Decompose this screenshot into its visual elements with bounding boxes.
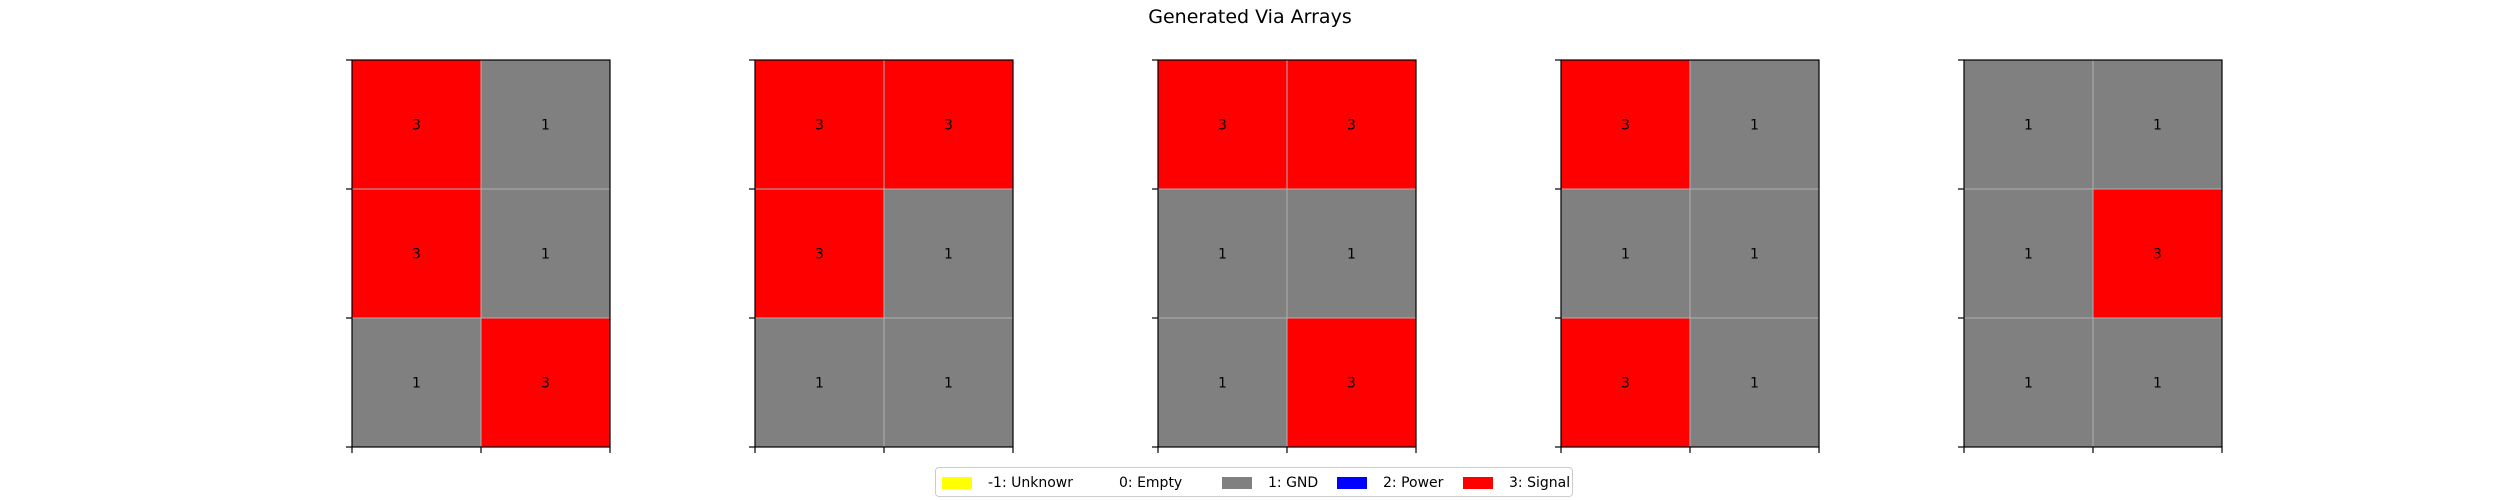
cell-4-1-1 [1690, 189, 1819, 318]
cell-label-1-0-1: 1 [541, 118, 550, 134]
cell-5-2-0 [1964, 318, 2093, 447]
cell-5-1-0 [1964, 189, 2093, 318]
cell-label-1-1-0: 3 [412, 247, 421, 263]
cell-label-4-1-1: 1 [1750, 247, 1759, 263]
cell-2-2-0 [755, 318, 884, 447]
legend-label: 1: GND [1268, 475, 1319, 491]
cell-4-0-1 [1690, 60, 1819, 189]
legend-label: 0: Empty [1119, 475, 1183, 491]
cell-3-1-1 [1287, 189, 1416, 318]
legend: -1: Unknown 0: Empty 1: GND 2: Power 3: Sign… [935, 467, 1573, 497]
cell-label-4-0-1: 1 [1750, 118, 1759, 134]
cell-4-2-0 [1561, 318, 1690, 447]
via-array-5: 1 1 1 3 1 1 [1958, 59, 2223, 453]
legend-label: 3: Signal [1509, 475, 1571, 491]
legend-item: 0: Empty [1073, 468, 1182, 498]
cell-label-4-2-0: 3 [1621, 376, 1630, 392]
cell-3-0-0 [1158, 60, 1287, 189]
cell-label-4-2-1: 1 [1750, 376, 1759, 392]
cell-1-0-0 [352, 60, 481, 189]
chart-title: Generated Via Arrays [1148, 6, 1352, 28]
cell-label-5-2-1: 1 [2153, 376, 2162, 392]
cell-1-2-0 [352, 318, 481, 447]
cell-label-4-0-0: 3 [1621, 118, 1630, 134]
cell-3-2-0 [1158, 318, 1287, 447]
cell-label-2-0-1: 3 [944, 118, 953, 134]
cell-label-2-1-1: 1 [944, 247, 953, 263]
cell-3-1-0 [1158, 189, 1287, 318]
legend-swatch [942, 477, 972, 489]
cell-5-2-1 [2093, 318, 2222, 447]
legend-swatch [1073, 477, 1103, 489]
cell-label-3-0-1: 3 [1347, 118, 1356, 134]
legend-label: -1: Unknown [988, 475, 1077, 491]
cell-3-2-1 [1287, 318, 1416, 447]
cell-label-1-0-0: 3 [412, 118, 421, 134]
cell-5-0-0 [1964, 60, 2093, 189]
legend-swatch [1463, 477, 1493, 489]
cell-label-2-2-0: 1 [815, 376, 824, 392]
cell-label-5-2-0: 1 [2024, 376, 2033, 392]
cell-2-0-1 [884, 60, 1013, 189]
cell-1-2-1 [481, 318, 610, 447]
legend-item: 2: Power [1337, 468, 1443, 498]
legend-item: 3: Signal [1463, 468, 1570, 498]
cell-label-2-0-0: 3 [815, 118, 824, 134]
cell-2-0-0 [755, 60, 884, 189]
cell-4-0-0 [1561, 60, 1690, 189]
cell-label-3-1-0: 1 [1218, 247, 1227, 263]
legend-swatch [1222, 477, 1252, 489]
via-array-1: 3 1 3 1 1 3 [346, 59, 611, 453]
cell-label-4-1-0: 1 [1621, 247, 1630, 263]
cell-2-2-1 [884, 318, 1013, 447]
cell-label-1-2-1: 3 [541, 376, 550, 392]
cell-label-3-0-0: 3 [1218, 118, 1227, 134]
via-array-4: 3 1 1 1 3 1 [1555, 59, 1820, 453]
cell-2-1-0 [755, 189, 884, 318]
cell-3-0-1 [1287, 60, 1416, 189]
cell-label-3-1-1: 1 [1347, 247, 1356, 263]
legend-item: 1: GND [1222, 468, 1318, 498]
cell-label-2-2-1: 1 [944, 376, 953, 392]
cell-label-5-0-0: 1 [2024, 118, 2033, 134]
cell-4-2-1 [1690, 318, 1819, 447]
cell-label-2-1-0: 3 [815, 247, 824, 263]
cell-label-5-1-1: 3 [2153, 247, 2162, 263]
cell-2-1-1 [884, 189, 1013, 318]
cell-1-0-1 [481, 60, 610, 189]
cell-label-3-2-1: 3 [1347, 376, 1356, 392]
cell-1-1-1 [481, 189, 610, 318]
cell-5-0-1 [2093, 60, 2222, 189]
cell-label-5-1-0: 1 [2024, 247, 2033, 263]
via-array-3: 3 3 1 1 1 3 [1152, 59, 1417, 453]
cell-label-1-1-1: 1 [541, 247, 550, 263]
cell-label-1-2-0: 1 [412, 376, 421, 392]
cell-4-1-0 [1561, 189, 1690, 318]
legend-item: -1: Unknown [942, 468, 1076, 498]
legend-label: 2: Power [1383, 475, 1444, 491]
via-array-2: 3 3 3 1 1 1 [749, 59, 1014, 453]
cell-1-1-0 [352, 189, 481, 318]
cell-label-3-2-0: 1 [1218, 376, 1227, 392]
legend-swatch [1337, 477, 1367, 489]
cell-5-1-1 [2093, 189, 2222, 318]
cell-label-5-0-1: 1 [2153, 118, 2162, 134]
